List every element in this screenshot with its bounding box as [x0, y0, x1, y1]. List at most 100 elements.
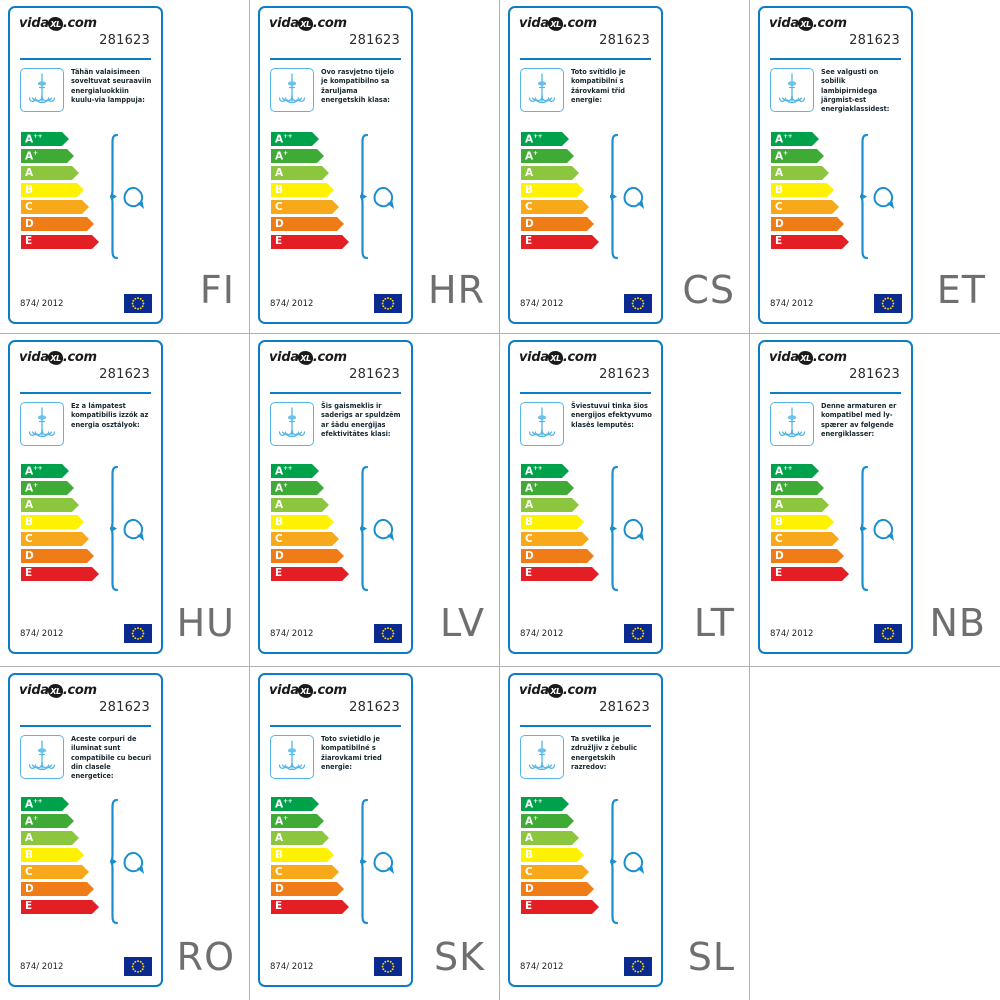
energy-class-bar: D [271, 882, 346, 897]
energy-class-bar: C [271, 200, 346, 215]
regulation-number: 874/ 2012 [270, 961, 314, 972]
energy-class-bar: A [21, 498, 96, 513]
logo-xl-badge-icon [296, 682, 314, 699]
energy-class-letter: B [525, 849, 534, 862]
vidaxl-logo: vida .com [19, 15, 97, 32]
product-sku: 281623 [599, 33, 650, 48]
eu-flag-icon [624, 957, 652, 976]
regulation-number: 874/ 2012 [520, 961, 564, 972]
energy-class-letter: A+ [275, 814, 288, 828]
energy-class-bar: B [521, 848, 596, 863]
language-code: LV [440, 601, 485, 645]
card-footer: 874/ 2012 [270, 294, 402, 313]
regulation-number: 874/ 2012 [270, 628, 314, 639]
energy-class-bar: A++ [21, 132, 96, 146]
card-footer: 874/ 2012 [20, 957, 152, 976]
energy-class-letter: A++ [25, 464, 43, 477]
header-divider [270, 392, 401, 394]
logo-text-right: .com [562, 350, 597, 365]
logo-text-left: vida [19, 683, 49, 698]
logo-text-left: vida [269, 683, 299, 698]
energy-class-bar: A++ [21, 464, 96, 478]
energy-class-scale: A++ A+ A B C D E [21, 797, 99, 917]
energy-class-letter: A+ [275, 149, 288, 163]
logo-xl-badge-icon [296, 15, 314, 32]
description-row: Toto svietidlo je kompatibilné s žiarovk… [270, 735, 403, 779]
energy-class-letter: A [525, 166, 534, 179]
energy-class-bar: A++ [271, 464, 346, 478]
regulation-number: 874/ 2012 [20, 961, 64, 972]
energy-class-bar: D [21, 217, 96, 232]
energy-class-bar: A++ [521, 464, 596, 478]
compatibility-text: Šis gaismeklis ir saderīgs ar spuldzēm a… [321, 402, 401, 439]
eu-flag-icon [124, 294, 152, 313]
product-sku: 281623 [349, 700, 400, 715]
energy-class-letter: B [775, 516, 784, 529]
energy-class-letter: E [25, 567, 33, 580]
energy-class-bar: E [521, 566, 599, 581]
energy-class-scale: A++ A+ A B C D E [521, 464, 599, 584]
energy-class-bar: B [771, 183, 846, 198]
language-code: NB [929, 601, 986, 645]
energy-class-bar: B [21, 515, 96, 530]
language-code: ET [936, 268, 986, 312]
eu-flag-icon [374, 957, 402, 976]
grid-cell-empty [750, 667, 1000, 1000]
energy-class-bar: C [521, 200, 596, 215]
compatibility-text: Toto svítidlo je kompatibilní s žárovkam… [571, 68, 626, 105]
logo-text-right: .com [562, 16, 597, 31]
energy-class-bar: D [771, 217, 846, 232]
compatibility-text: Ez a lámpatest kompatibilis izzók az ene… [71, 402, 149, 429]
compatibility-text: Aceste corpuri de iluminat sunt compatib… [71, 735, 152, 781]
energy-class-bar: A [21, 831, 96, 846]
bulb-range-bracket-icon [358, 797, 408, 927]
energy-class-letter: A+ [775, 481, 788, 495]
energy-class-bar: C [21, 200, 96, 215]
energy-class-bar: B [271, 515, 346, 530]
logo-xl-badge-icon [46, 349, 64, 366]
energy-class-letter: A [275, 498, 284, 511]
energy-class-scale: A++ A+ A B C D E [271, 132, 349, 252]
logo-text-left: vida [519, 16, 549, 31]
chandelier-icon [270, 735, 314, 779]
energy-class-letter: A++ [525, 797, 543, 810]
energy-class-letter: D [525, 550, 534, 563]
header-divider [20, 725, 151, 727]
energy-class-scale: A++ A+ A B C D E [21, 464, 99, 584]
energy-class-letter: A++ [25, 797, 43, 810]
energy-class-scale: A++ A+ A B C D E [271, 797, 349, 917]
compatibility-text: Šviestuvui tinka šios energijos efektyvu… [571, 402, 652, 429]
energy-class-bar: A+ [271, 149, 346, 164]
energy-class-bar: E [771, 566, 849, 581]
compatibility-text: Tähän valaisimeen soveltuvat seuraaviin … [71, 68, 152, 105]
energy-class-bar: A++ [271, 132, 346, 146]
energy-class-bar: A+ [771, 149, 846, 164]
language-code: RO [176, 935, 235, 979]
energy-class-bar: A [521, 831, 596, 846]
energy-class-bar: E [271, 899, 349, 914]
energy-class-letter: B [25, 849, 34, 862]
regulation-number: 874/ 2012 [770, 628, 814, 639]
logo-xl-badge-icon [546, 349, 564, 366]
language-code: HR [428, 268, 485, 312]
energy-class-letter: B [525, 184, 534, 197]
energy-class-letter: E [25, 235, 33, 248]
energy-class-letter: A++ [275, 797, 293, 810]
logo-text-left: vida [19, 350, 49, 365]
header-divider [20, 58, 151, 60]
energy-class-letter: A+ [25, 149, 38, 163]
energy-class-letter: E [525, 567, 533, 580]
energy-class-bar: A++ [521, 797, 596, 811]
language-code: SL [687, 935, 735, 979]
header-divider [270, 725, 401, 727]
energy-class-bar: E [521, 899, 599, 914]
energy-class-letter: D [775, 550, 784, 563]
energy-class-bar: A [771, 498, 846, 513]
product-sku: 281623 [99, 33, 150, 48]
